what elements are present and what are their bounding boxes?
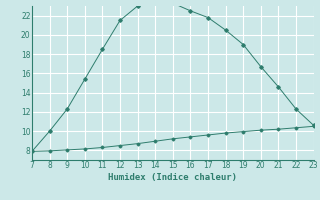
X-axis label: Humidex (Indice chaleur): Humidex (Indice chaleur) xyxy=(108,173,237,182)
